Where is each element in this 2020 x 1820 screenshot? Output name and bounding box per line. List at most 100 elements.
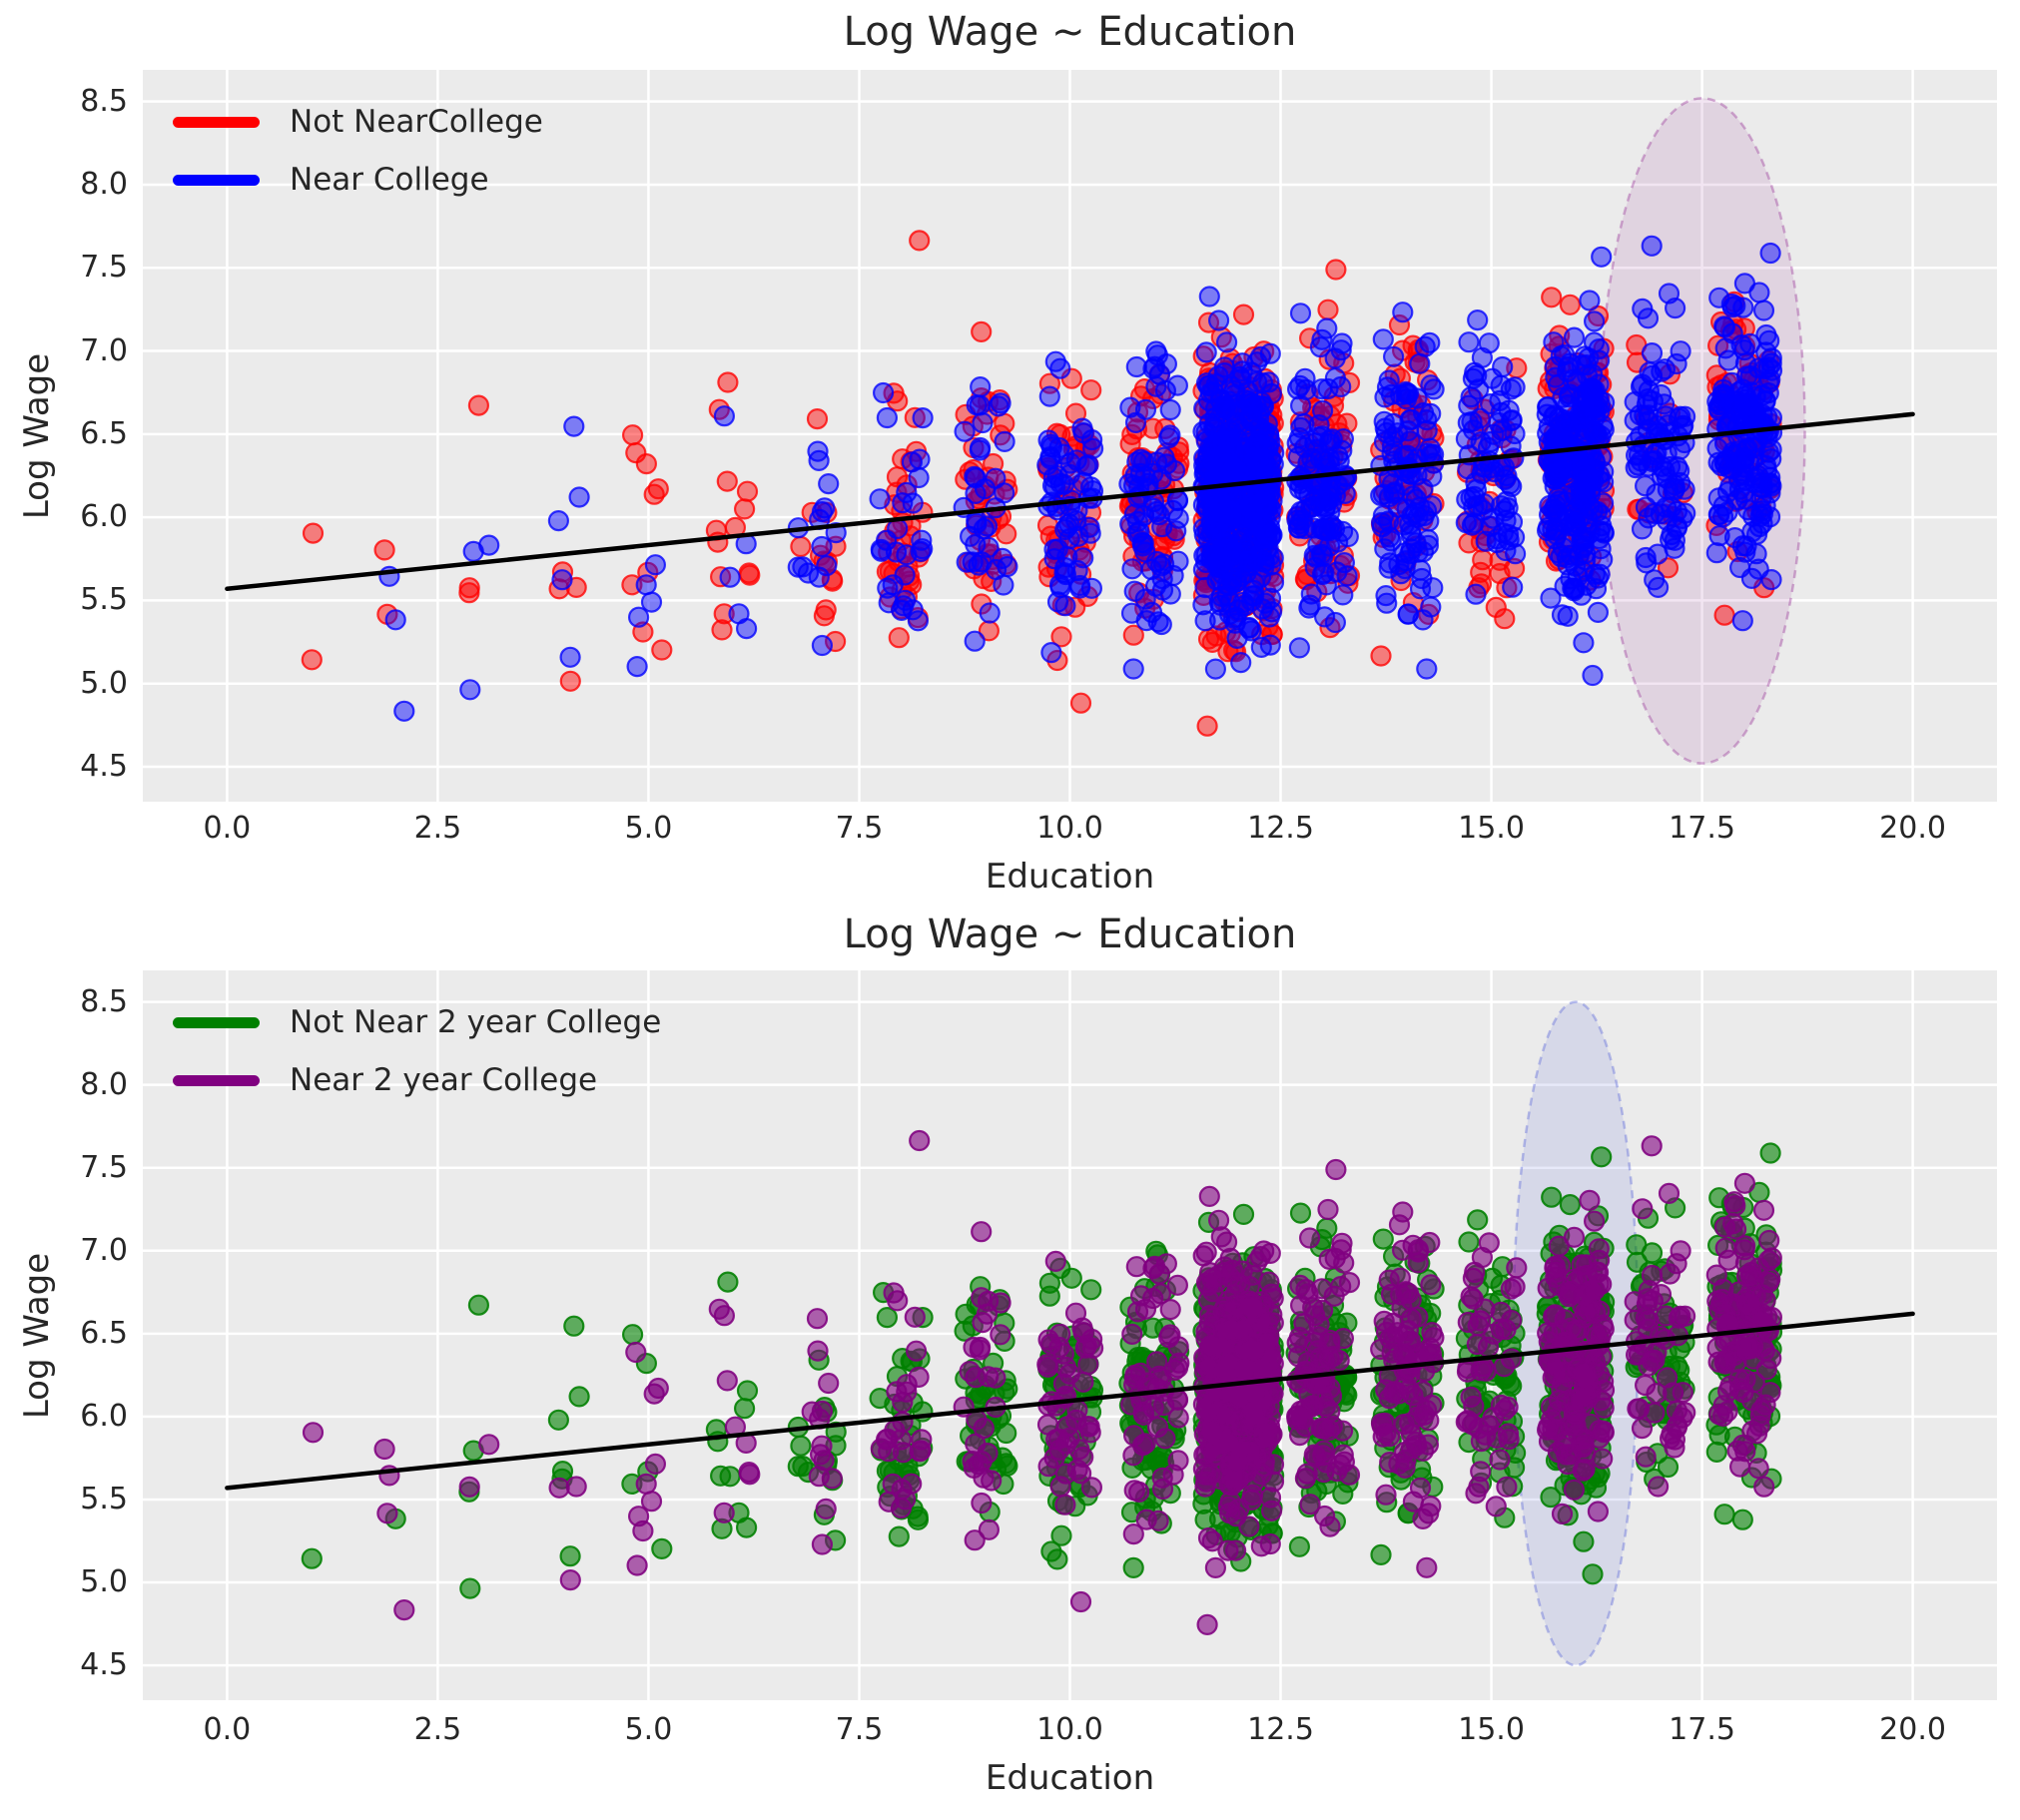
scatter-point (1244, 1408, 1267, 1430)
scatter-point (1541, 287, 1563, 308)
scatter-point (1148, 504, 1170, 526)
scatter-point (1753, 1476, 1775, 1498)
scatter-point (878, 592, 900, 614)
scatter-point (1215, 331, 1238, 353)
scatter-point (1500, 1348, 1523, 1370)
scatter-point (1573, 632, 1595, 654)
scatter-point (1472, 549, 1494, 571)
scatter-point (878, 1491, 900, 1513)
scatter-point (1151, 1467, 1173, 1489)
scatter-point (1258, 1271, 1280, 1293)
scatter-point (1537, 422, 1559, 444)
scatter-point (1201, 436, 1224, 458)
scatter-point (739, 1464, 761, 1486)
scatter-point (1582, 470, 1605, 492)
scatter-point (568, 1386, 590, 1408)
scatter-point (1498, 399, 1520, 421)
scatter-point (628, 1506, 650, 1527)
scatter-point (628, 606, 650, 628)
scatter-point (981, 1470, 1003, 1492)
scatter-point (1544, 1304, 1566, 1326)
scatter-point (739, 564, 761, 586)
scatter-point (1506, 1257, 1528, 1279)
scatter-point (1311, 399, 1334, 421)
scatter-point (815, 599, 837, 621)
scatter-point (1240, 1489, 1263, 1512)
scatter-point (1582, 1563, 1604, 1585)
scatter-point (1647, 576, 1670, 599)
scatter-point (811, 501, 834, 523)
scatter-point (1226, 550, 1248, 572)
scatter-point (1044, 1250, 1066, 1272)
scatter-point (1200, 522, 1223, 544)
scatter-point (1582, 664, 1604, 687)
y-tick-label: 7.0 (80, 1232, 128, 1268)
scatter-point (1121, 423, 1143, 445)
scatter-point (1053, 562, 1075, 584)
scatter-point (459, 1577, 481, 1599)
legend-line-swatch (173, 1016, 260, 1028)
scatter-point (708, 1298, 730, 1320)
scatter-point (1409, 578, 1432, 600)
chart-title-top: Log Wage ~ Education (843, 9, 1297, 55)
scatter-point (1394, 558, 1416, 580)
scatter-point (1579, 1189, 1601, 1211)
scatter-point (1322, 1346, 1344, 1368)
scatter-point (1317, 299, 1339, 320)
scatter-point (1460, 1386, 1482, 1408)
scatter-point (1159, 1299, 1181, 1321)
scatter-point (1195, 456, 1217, 478)
scatter-point (1593, 1397, 1615, 1419)
scatter-point (1713, 604, 1735, 626)
scatter-point (1720, 293, 1742, 315)
scatter-point (1748, 282, 1770, 303)
scatter-point (1207, 309, 1230, 331)
scatter-point (1584, 563, 1607, 585)
chart-title-bottom: Log Wage ~ Education (843, 911, 1297, 957)
scatter-point (1229, 1274, 1251, 1296)
scatter-point (1536, 519, 1559, 542)
scatter-point (1496, 1476, 1518, 1498)
y-tick-label: 6.5 (80, 415, 128, 451)
scatter-point (1122, 624, 1144, 646)
scatter-point (1375, 1379, 1397, 1401)
scatter-point (1207, 1209, 1230, 1231)
scatter-point (1672, 1407, 1693, 1429)
legend-label: Not NearCollege (290, 104, 543, 140)
scatter-point (888, 1525, 910, 1547)
scatter-point (1759, 1382, 1781, 1404)
scatter-point (1478, 332, 1500, 354)
scatter-point (992, 547, 1013, 569)
scatter-point (467, 1294, 489, 1316)
scatter-point (1632, 1198, 1654, 1220)
scatter-point (1628, 444, 1651, 466)
scatter-point (1054, 595, 1076, 617)
scatter-point (1664, 537, 1685, 559)
scatter-point (1222, 400, 1244, 422)
scatter-point (1416, 658, 1438, 680)
scatter-point (1421, 495, 1443, 517)
y-tick-label: 4.5 (80, 749, 128, 785)
scatter-point (1072, 422, 1094, 444)
scatter-point (1213, 459, 1235, 482)
scatter-point (716, 1370, 738, 1392)
scatter-point (1460, 1286, 1482, 1308)
scatter-point (976, 515, 999, 537)
scatter-point (870, 540, 893, 562)
scatter-point (1716, 391, 1739, 414)
scatter-point (559, 646, 581, 668)
scatter-point (1194, 1464, 1216, 1486)
scatter-point (643, 483, 665, 505)
scatter-point (1751, 503, 1774, 525)
scatter-point (1150, 468, 1172, 490)
scatter-point (1575, 1301, 1597, 1323)
scatter-point (1419, 1231, 1441, 1254)
scatter-point (559, 670, 581, 692)
scatter-point (818, 473, 840, 495)
legend-label: Near 2 year College (290, 1062, 598, 1098)
scatter-point (1464, 361, 1486, 383)
scatter-point (1457, 1410, 1479, 1432)
scatter-point (1470, 1360, 1492, 1382)
scatter-point (1150, 613, 1172, 636)
scatter-point (1655, 1305, 1677, 1327)
